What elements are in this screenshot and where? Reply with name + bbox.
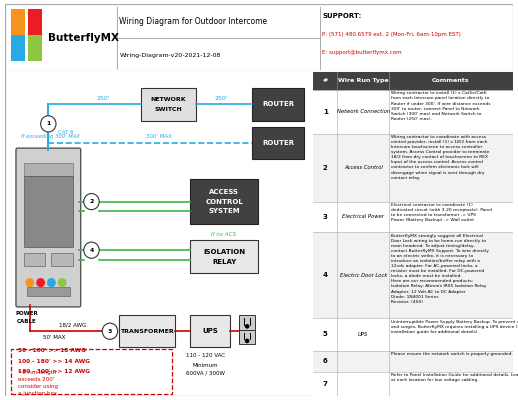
Text: 1: 1 [46, 121, 51, 126]
Circle shape [59, 279, 66, 286]
Text: 5: 5 [323, 332, 328, 338]
Text: E: support@butterflymx.com: E: support@butterflymx.com [322, 50, 402, 56]
Bar [190, 315, 230, 347]
Text: Uninterruptible Power Supply Battery Backup. To prevent voltage drops
and surges: Uninterruptible Power Supply Battery Bac… [391, 320, 518, 334]
Text: 600VA / 300W: 600VA / 300W [186, 371, 225, 376]
Text: #: # [323, 78, 328, 84]
Text: UPS: UPS [358, 332, 368, 337]
Text: 100 - 180' >> 14 AWG: 100 - 180' >> 14 AWG [18, 359, 90, 364]
Bar [239, 330, 255, 344]
Circle shape [246, 325, 249, 328]
Text: P: (571) 480.6579 ext. 2 (Mon-Fri, 6am-10pm EST): P: (571) 480.6579 ext. 2 (Mon-Fri, 6am-1… [322, 32, 462, 37]
Text: ButterflyMX: ButterflyMX [48, 33, 119, 43]
Bar [252, 88, 304, 120]
Text: Comments: Comments [432, 78, 470, 84]
Text: POWER: POWER [16, 311, 38, 316]
Text: TRANSFORMER: TRANSFORMER [120, 329, 174, 334]
Text: CABLE: CABLE [17, 319, 37, 324]
Text: ROUTER: ROUTER [262, 140, 294, 146]
Bar [190, 179, 258, 224]
Text: 250': 250' [97, 96, 111, 100]
Bar [11, 35, 25, 61]
Text: SYSTEM: SYSTEM [208, 208, 240, 214]
Bar [313, 372, 513, 396]
Bar [141, 88, 196, 120]
Bar [24, 163, 73, 176]
Text: 18/2 AWG: 18/2 AWG [59, 322, 87, 327]
Bar [313, 232, 513, 318]
Bar [27, 35, 42, 61]
Text: 180 - 300' >> 12 AWG: 180 - 300' >> 12 AWG [18, 369, 90, 374]
Text: UPS: UPS [202, 328, 218, 334]
Text: 7: 7 [323, 381, 328, 387]
Bar [313, 72, 513, 90]
Bar [11, 9, 25, 35]
Text: 50' MAX: 50' MAX [44, 335, 66, 340]
Circle shape [84, 242, 99, 258]
Bar [313, 134, 513, 202]
Text: CONTROL: CONTROL [205, 198, 243, 204]
Text: Wiring contractor to coordinate with access
control provider, install (1) x 18/2: Wiring contractor to coordinate with acc… [391, 135, 490, 180]
Text: ROUTER: ROUTER [262, 101, 294, 107]
FancyBboxPatch shape [16, 148, 81, 307]
Text: Electric Door Lock: Electric Door Lock [340, 273, 387, 278]
Bar [11, 349, 171, 394]
Text: 4: 4 [89, 248, 94, 253]
Text: Electrical contractor to coordinate (1)
dedicated circuit (with 3-20 receptacle): Electrical contractor to coordinate (1) … [391, 203, 492, 222]
Text: If exceeding 300' MAX: If exceeding 300' MAX [21, 134, 80, 140]
Text: Wiring contractor to install (1) x Cat5e/Cat6
from each Intercom panel location : Wiring contractor to install (1) x Cat5e… [391, 92, 491, 121]
Text: Refer to Panel Installation Guide for additional details. Leave 6' service loop
: Refer to Panel Installation Guide for ad… [391, 373, 518, 382]
Text: 3: 3 [108, 329, 112, 334]
Text: If no ACS: If no ACS [211, 232, 237, 236]
Bar [119, 315, 175, 347]
Text: 250': 250' [214, 96, 228, 100]
Text: Wiring-Diagram-v20-2021-12-08: Wiring-Diagram-v20-2021-12-08 [119, 52, 221, 58]
Text: 50 - 100' >> 18 AWG: 50 - 100' >> 18 AWG [18, 348, 85, 353]
Circle shape [48, 279, 55, 286]
Bar [313, 351, 513, 372]
Text: 2: 2 [323, 164, 328, 170]
Circle shape [40, 116, 56, 132]
Text: 6: 6 [323, 358, 328, 364]
Text: ISOLATION: ISOLATION [203, 249, 245, 255]
Text: 1: 1 [323, 109, 328, 115]
Text: 2: 2 [89, 199, 94, 204]
Text: 4: 4 [323, 272, 328, 278]
Circle shape [26, 279, 34, 286]
Text: * If run length
exceeds 200'
consider using
a junction box: * If run length exceeds 200' consider us… [18, 370, 57, 396]
Text: RELAY: RELAY [212, 258, 236, 264]
Text: 300' MAX: 300' MAX [147, 134, 172, 140]
Bar [190, 240, 258, 273]
Circle shape [37, 279, 45, 286]
Text: ButterflyMX strongly suggest all Electrical
Door Lock wiring to be home-run dire: ButterflyMX strongly suggest all Electri… [391, 234, 489, 304]
Text: ACCESS: ACCESS [209, 189, 239, 195]
Text: 110 - 120 VAC: 110 - 120 VAC [186, 353, 225, 358]
Text: Electrical Power: Electrical Power [342, 214, 384, 220]
Bar [239, 315, 255, 330]
Bar [313, 202, 513, 232]
Bar [252, 127, 304, 160]
Bar [27, 288, 70, 296]
Text: Wiring Diagram for Outdoor Intercome: Wiring Diagram for Outdoor Intercome [119, 16, 267, 26]
Bar [24, 176, 73, 247]
Text: SUPPORT:: SUPPORT: [322, 13, 362, 19]
Text: CAT 6: CAT 6 [57, 130, 73, 134]
Bar [24, 254, 45, 266]
Circle shape [246, 339, 249, 342]
Text: Please ensure the network switch is properly grounded.: Please ensure the network switch is prop… [391, 352, 513, 356]
Bar [313, 90, 513, 134]
Text: Wire Run Type: Wire Run Type [338, 78, 388, 84]
Text: Network Connection: Network Connection [337, 109, 390, 114]
Text: 3: 3 [323, 214, 328, 220]
Text: NETWORK: NETWORK [151, 97, 186, 102]
Text: Minimum: Minimum [193, 363, 218, 368]
Text: Access Control: Access Control [344, 165, 383, 170]
Text: SWITCH: SWITCH [155, 107, 182, 112]
Bar [313, 318, 513, 351]
Bar [27, 9, 42, 35]
Circle shape [84, 194, 99, 210]
Circle shape [102, 323, 118, 339]
Bar [51, 254, 73, 266]
